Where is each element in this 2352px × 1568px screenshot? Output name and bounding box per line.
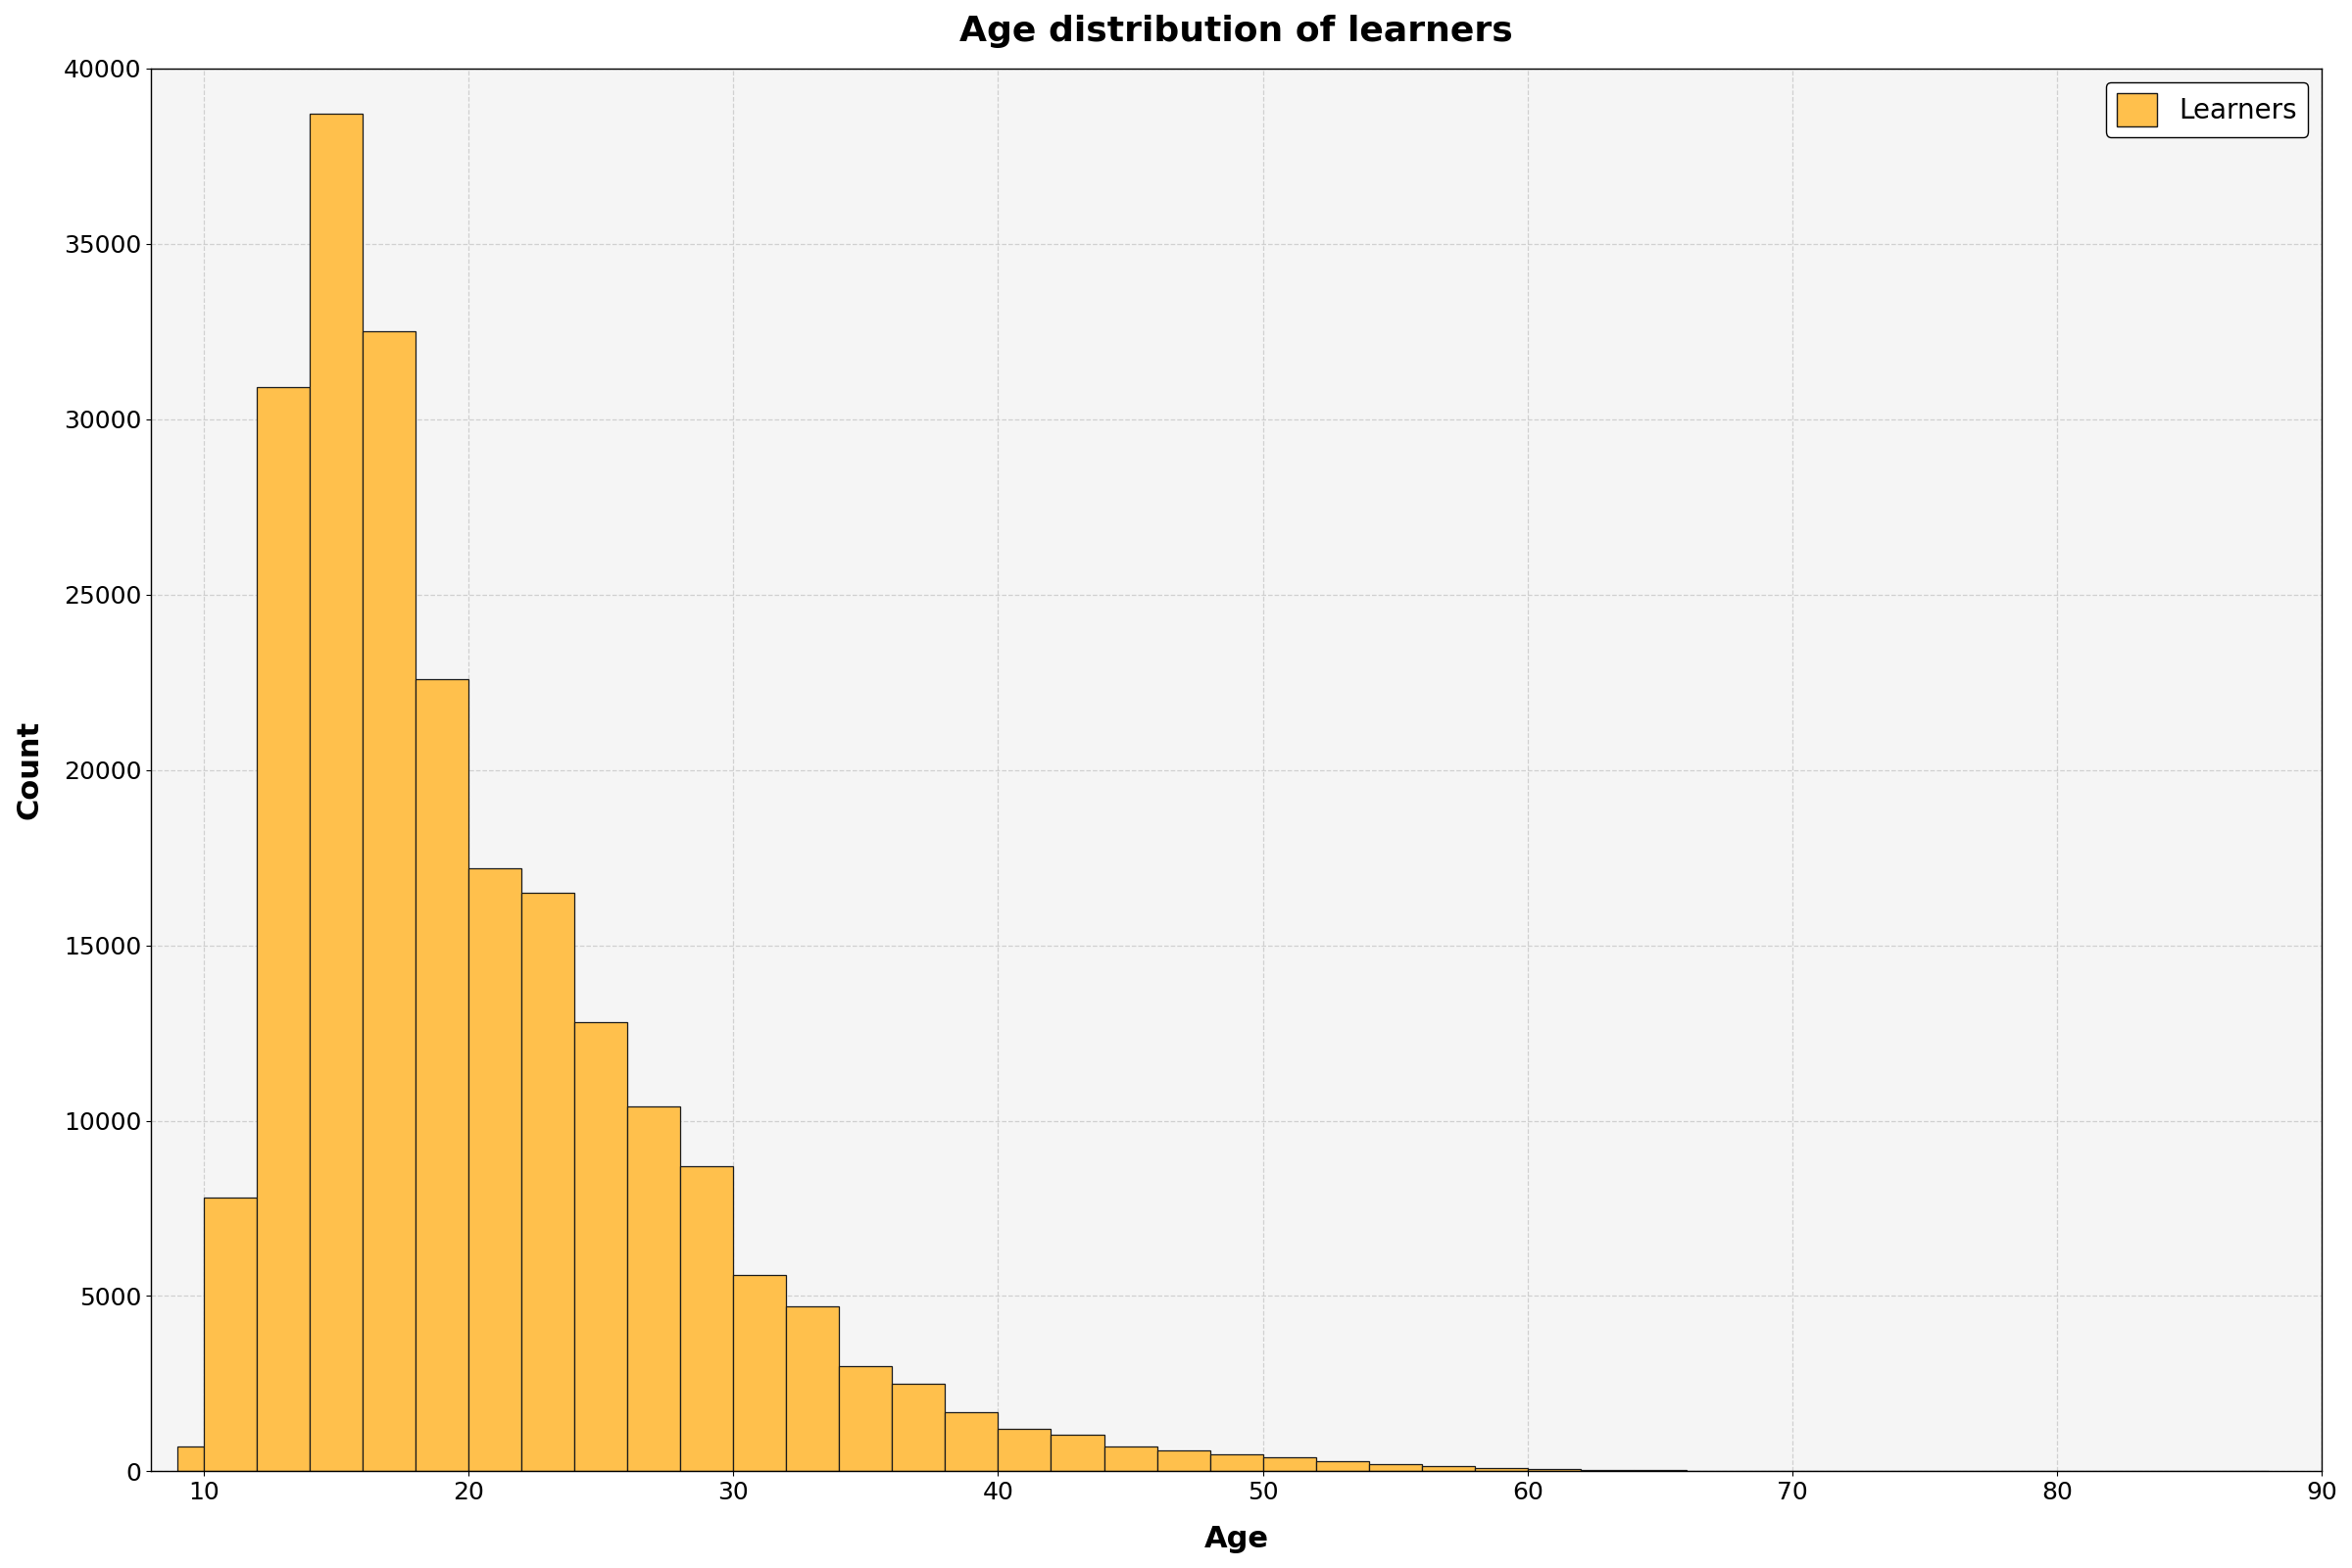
- Bar: [310, 114, 362, 1471]
- Bar: [468, 869, 522, 1471]
- Bar: [1526, 1469, 1581, 1471]
- Y-axis label: Count: Count: [14, 720, 42, 820]
- Bar: [1051, 1435, 1103, 1471]
- Bar: [1315, 1461, 1369, 1471]
- Bar: [205, 1198, 256, 1471]
- Bar: [1263, 1457, 1315, 1471]
- Bar: [997, 1430, 1051, 1471]
- Bar: [734, 1275, 786, 1471]
- Bar: [574, 1022, 628, 1471]
- X-axis label: Age: Age: [1204, 1524, 1268, 1554]
- Bar: [416, 679, 468, 1471]
- Bar: [362, 331, 416, 1471]
- Legend: Learners: Learners: [2105, 82, 2307, 136]
- Bar: [840, 1366, 891, 1471]
- Bar: [176, 1447, 205, 1471]
- Bar: [1209, 1454, 1263, 1471]
- Bar: [1103, 1447, 1157, 1471]
- Bar: [680, 1167, 734, 1471]
- Bar: [1581, 1469, 1632, 1471]
- Bar: [256, 387, 310, 1471]
- Bar: [1157, 1450, 1209, 1471]
- Bar: [1475, 1468, 1526, 1471]
- Bar: [1369, 1465, 1421, 1471]
- Bar: [522, 892, 574, 1471]
- Bar: [628, 1107, 680, 1471]
- Title: Age distribution of learners: Age distribution of learners: [960, 14, 1512, 49]
- Bar: [891, 1383, 946, 1471]
- Bar: [946, 1411, 997, 1471]
- Bar: [1421, 1466, 1475, 1471]
- Bar: [786, 1306, 840, 1471]
